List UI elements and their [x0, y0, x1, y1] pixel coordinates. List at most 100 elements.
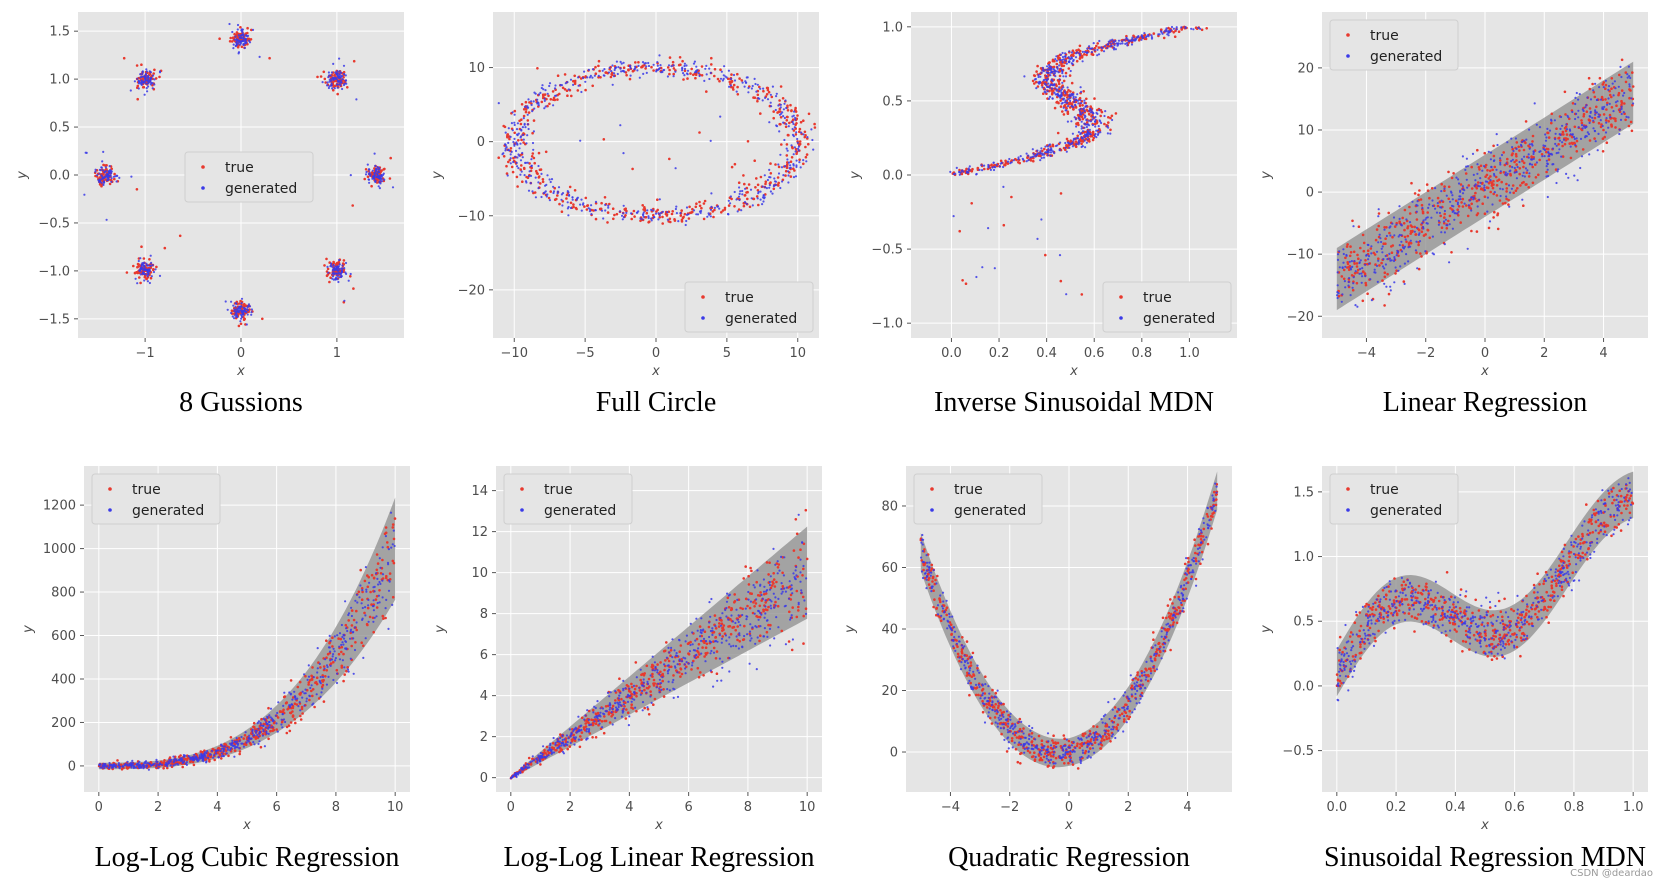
- point-generated: [519, 142, 522, 145]
- point-true: [1588, 107, 1592, 110]
- point-true: [789, 175, 793, 178]
- point-generated: [1107, 126, 1110, 129]
- point-generated: [655, 70, 658, 73]
- point-true: [1581, 148, 1585, 151]
- point-generated: [575, 198, 579, 201]
- point-generated: [1042, 153, 1046, 156]
- point-generated: [1523, 175, 1526, 178]
- point-generated: [1593, 130, 1597, 133]
- point-true: [350, 609, 354, 612]
- point-true: [1447, 170, 1450, 174]
- point-generated: [567, 88, 570, 91]
- point-generated: [1437, 223, 1440, 226]
- point-generated: [736, 210, 739, 213]
- point-true: [1357, 225, 1361, 228]
- point-true: [803, 130, 807, 134]
- point-true: [1489, 175, 1492, 178]
- point-generated: [709, 208, 713, 211]
- point-generated: [153, 83, 156, 86]
- point-true: [1091, 138, 1095, 142]
- point-generated: [603, 74, 606, 77]
- point-generated: [1103, 45, 1107, 48]
- point-true: [1414, 233, 1418, 236]
- point-true: [149, 276, 153, 280]
- point-true: [1351, 219, 1354, 223]
- point-generated: [336, 86, 339, 89]
- point-generated: [108, 170, 111, 173]
- point-generated: [1079, 99, 1082, 102]
- point-true: [1509, 172, 1512, 176]
- point-generated: [1373, 268, 1376, 271]
- point-true: [366, 585, 370, 589]
- point-generated: [730, 77, 733, 80]
- point-generated: [811, 138, 814, 142]
- point-generated: [709, 139, 712, 142]
- point-true: [1095, 121, 1099, 125]
- point-true: [1601, 83, 1605, 86]
- series-generated: [497, 54, 815, 227]
- point-generated: [149, 254, 152, 257]
- point-generated: [1436, 202, 1439, 205]
- point-generated: [603, 68, 606, 71]
- point-true: [1107, 116, 1110, 119]
- point-true: [606, 211, 610, 214]
- point-generated: [1150, 37, 1154, 40]
- point-generated: [1515, 177, 1518, 180]
- point-generated: [1068, 60, 1071, 63]
- point-true: [267, 737, 270, 741]
- point-true: [799, 120, 803, 124]
- point-true: [220, 757, 223, 760]
- point-true: [1062, 146, 1066, 150]
- point-generated: [546, 92, 549, 95]
- point-generated: [108, 165, 111, 168]
- point-generated: [1059, 141, 1062, 144]
- point-true: [1100, 49, 1103, 52]
- point-true: [1499, 159, 1502, 162]
- point-generated: [1538, 126, 1542, 129]
- point-generated: [1068, 142, 1071, 145]
- point-generated: [751, 204, 754, 207]
- point-true: [284, 701, 288, 705]
- point-generated: [1628, 85, 1631, 88]
- point-generated: [1368, 262, 1371, 265]
- point-true: [370, 603, 373, 606]
- point-generated: [520, 128, 523, 131]
- point-generated: [1100, 121, 1103, 125]
- point-generated: [569, 78, 573, 81]
- point-generated: [100, 166, 103, 169]
- panel-title: Linear Regression: [1383, 387, 1588, 418]
- point-generated: [1456, 201, 1459, 204]
- point-generated: [1569, 145, 1572, 148]
- point-generated: [623, 70, 626, 73]
- point-generated: [1620, 105, 1623, 108]
- point-true: [1610, 87, 1613, 90]
- point-true: [1344, 256, 1347, 260]
- point-true: [1002, 223, 1006, 227]
- point-true: [627, 68, 630, 71]
- point-true: [606, 221, 609, 224]
- point-generated: [1036, 152, 1039, 155]
- point-true: [733, 205, 736, 208]
- point-generated: [239, 308, 242, 311]
- point-true: [1479, 164, 1483, 168]
- point-true: [1489, 190, 1492, 194]
- point-true: [597, 64, 600, 68]
- point-true: [1138, 37, 1142, 40]
- point-generated: [1092, 42, 1095, 45]
- point-generated: [1417, 233, 1420, 236]
- point-true: [713, 74, 716, 78]
- point-generated: [620, 62, 623, 65]
- point-generated: [1519, 143, 1523, 146]
- point-generated: [662, 69, 665, 72]
- point-generated: [1561, 141, 1564, 144]
- point-true: [218, 37, 221, 40]
- point-generated: [775, 92, 778, 95]
- point-true: [336, 261, 339, 265]
- confidence-band: [98, 497, 396, 770]
- point-true: [766, 86, 770, 90]
- point-true: [1515, 163, 1518, 166]
- point-generated: [134, 277, 137, 280]
- point-true: [1475, 230, 1479, 233]
- point-true: [125, 271, 129, 274]
- point-generated: [1450, 204, 1454, 207]
